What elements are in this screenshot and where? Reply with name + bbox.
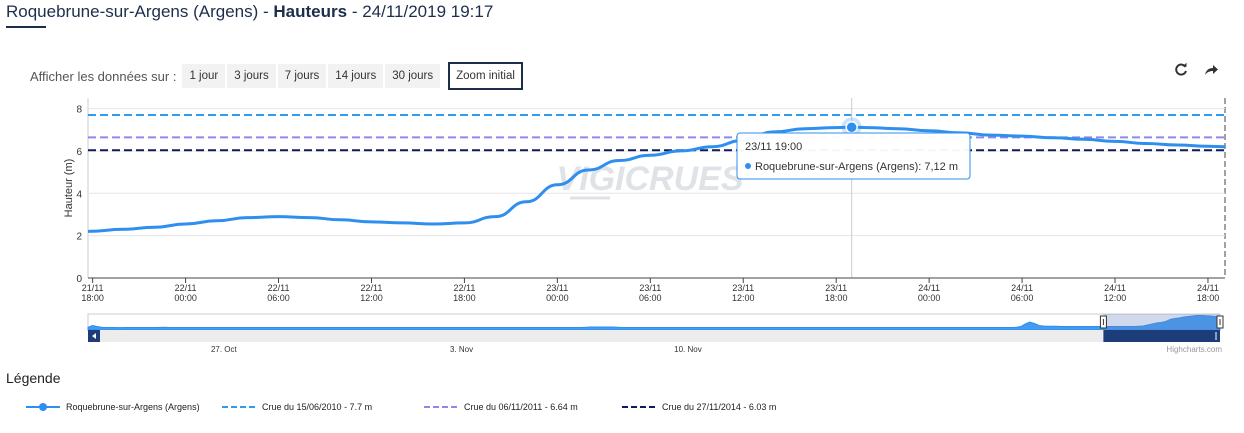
y-axis-title: Hauteur (m) [63, 159, 75, 218]
x-tick-time: 06:00 [1011, 293, 1034, 303]
y-tick-label: 4 [76, 189, 82, 200]
x-tick-time: 18:00 [453, 293, 476, 303]
x-tick-date: 21/11 [82, 283, 104, 293]
navigator-date-label: 10. Nov [674, 345, 702, 354]
title-separator: - [347, 2, 363, 21]
tooltip-value: Roquebrune-sur-Argens (Argens): 7,12 m [755, 161, 958, 173]
x-tick-date: 22/11 [268, 283, 290, 293]
x-tick-time: 06:00 [267, 293, 290, 303]
highlight-point[interactable] [845, 120, 858, 134]
highcharts-credit[interactable]: Highcharts.com [1166, 345, 1222, 354]
x-tick-date: 23/11 [825, 283, 847, 293]
x-tick-time: 00:00 [918, 293, 941, 303]
x-tick-date: 23/11 [546, 283, 568, 293]
x-tick-date: 22/11 [453, 283, 475, 293]
x-tick-time: 00:00 [174, 293, 197, 303]
y-axis: Hauteur (m) 0 2 4 6 8 [63, 105, 82, 285]
x-tick-date: 24/11 [1197, 283, 1219, 293]
watermark-text: VIGICRUES [556, 160, 743, 198]
x-tick-date: 24/11 [1104, 283, 1126, 293]
x-tick-time: 18:00 [825, 293, 848, 303]
threshold-lines [88, 113, 1225, 152]
water-level-chart: VIGICRUES 21/1118:0022/1100:0022/1106:00… [0, 90, 1244, 360]
navigator-window[interactable] [1103, 314, 1220, 330]
y-tick-label: 8 [76, 105, 82, 116]
refresh-icon[interactable] [1173, 62, 1189, 78]
share-arrow-icon[interactable] [1203, 62, 1219, 78]
navigator-date-label: 27. Oct [211, 345, 238, 354]
tooltip-series-marker [745, 163, 751, 169]
station-name: Roquebrune-sur-Argens (Argens) [6, 2, 259, 21]
reset-zoom-button[interactable]: Zoom initial [448, 62, 523, 90]
title-separator: - [258, 2, 274, 21]
x-tick-time: 18:00 [1197, 293, 1220, 303]
x-tick-date: 23/11 [639, 283, 661, 293]
legend-item-label: Roquebrune-sur-Argens (Argens) [66, 402, 200, 412]
x-tick-time: 12:00 [360, 293, 383, 303]
scrollbar-thumb[interactable] [1103, 330, 1220, 342]
legend-dashed-line-icon [622, 406, 656, 408]
legend-item-label: Crue du 15/06/2010 - 7.7 m [262, 402, 373, 412]
x-tick-time: 12:00 [1104, 293, 1127, 303]
y-tick-label: 2 [76, 232, 82, 243]
y-tick-label: 0 [76, 274, 82, 285]
navigator-series [87, 315, 1221, 331]
range-button-7-days[interactable]: 7 jours [277, 64, 327, 88]
legend-dashed-line-icon [222, 406, 256, 408]
range-selector: Afficher les données sur : 1 jour 3 jour… [30, 62, 525, 90]
range-selector-label: Afficher les données sur : [30, 68, 177, 84]
y-tick-label: 6 [76, 147, 82, 158]
range-button-1-day[interactable]: 1 jour [182, 64, 226, 88]
series-group [87, 117, 1226, 233]
measure-name: Hauteurs [273, 2, 348, 21]
range-button-30-days[interactable]: 30 jours [385, 64, 441, 88]
tooltip: 23/11 19:00 Roquebrune-sur-Argens (Argen… [736, 132, 971, 180]
legend-item[interactable]: Crue du 06/11/2011 - 6.64 m [424, 402, 578, 412]
x-tick-date: 24/11 [1011, 283, 1033, 293]
navigator-date-label: 3. Nov [450, 345, 473, 354]
x-tick-time: 06:00 [639, 293, 662, 303]
x-tick-time: 00:00 [546, 293, 569, 303]
legend-item[interactable]: Crue du 27/11/2014 - 6.03 m [622, 402, 776, 412]
tooltip-box [736, 132, 971, 180]
x-axis: 21/1118:0022/1100:0022/1106:0022/1112:00… [81, 277, 1225, 303]
x-tick-date: 23/11 [732, 283, 754, 293]
page-title: Roquebrune-sur-Argens (Argens) - Hauteur… [6, 2, 493, 22]
x-tick-date: 22/11 [175, 283, 197, 293]
range-button-14-days[interactable]: 14 jours [328, 64, 384, 88]
legend-dashed-line-icon [424, 406, 458, 408]
title-underline [6, 26, 46, 28]
legend-item[interactable]: Roquebrune-sur-Argens (Argens) [26, 402, 200, 412]
tooltip-value-sep: : [918, 161, 924, 173]
legend-item[interactable]: Crue du 15/06/2010 - 7.7 m [222, 402, 372, 412]
navigator[interactable]: 27. Oct 3. Nov 10. Nov [87, 313, 1224, 354]
legend-item-label: Crue du 27/11/2014 - 6.03 m [662, 402, 777, 412]
tooltip-time: 23/11 19:00 [745, 141, 802, 153]
tooltip-series-name: Roquebrune-sur-Argens (Argens) [755, 161, 918, 173]
series-line [87, 125, 1226, 233]
legend-item-label: Crue du 06/11/2011 - 6.64 m [464, 402, 578, 412]
x-tick-time: 12:00 [732, 293, 755, 303]
x-tick-date: 22/11 [361, 283, 383, 293]
watermark: VIGICRUES [556, 160, 744, 200]
scrollbar-track[interactable] [88, 330, 1220, 342]
legend-title: Légende [6, 370, 61, 386]
x-tick-date: 24/11 [918, 283, 940, 293]
legend-line-marker-icon [26, 403, 60, 411]
range-button-3-days[interactable]: 3 jours [227, 64, 276, 88]
update-datetime: 24/11/2019 19:17 [362, 2, 494, 21]
scrollbar-left-arrow-icon [92, 333, 96, 339]
tooltip-value-text: 7,12 m [924, 161, 958, 173]
x-tick-time: 18:00 [81, 293, 104, 303]
